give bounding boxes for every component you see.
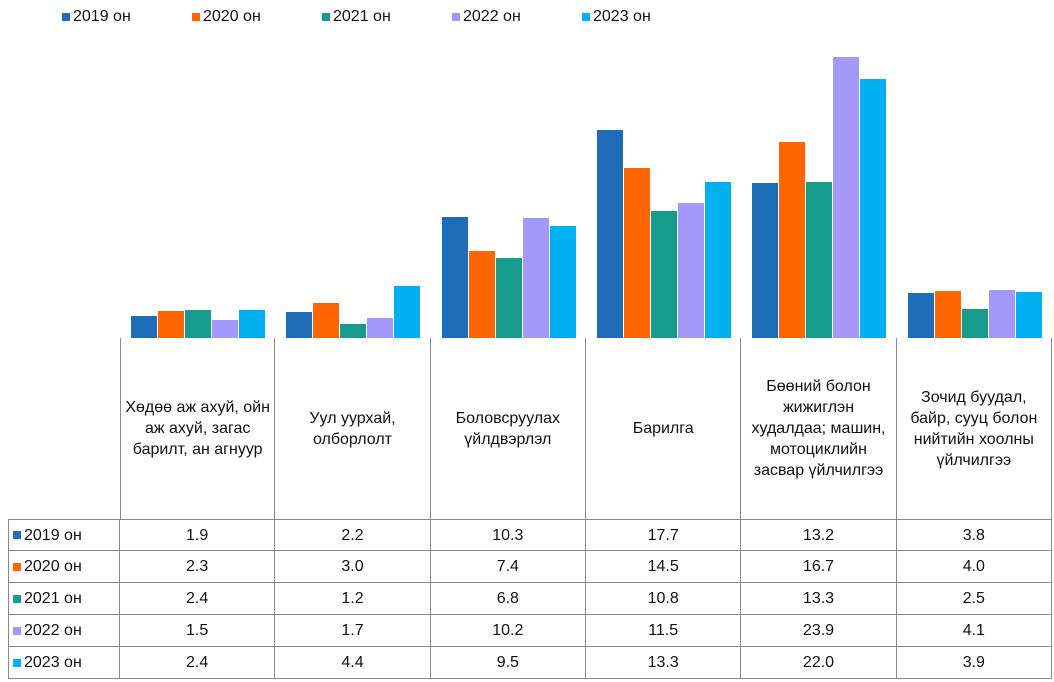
legend-label: 2022 он: [24, 622, 82, 639]
table-cell: 4.0: [896, 551, 1052, 583]
row-label: 2021 он: [8, 583, 120, 615]
bar: [185, 309, 211, 338]
table-cell: 13.3: [741, 583, 897, 615]
legend-label: 2020 он: [203, 8, 261, 25]
bar: [286, 312, 313, 338]
table-cell: 11.5: [586, 615, 742, 647]
table-cell: 4.1: [896, 615, 1052, 647]
legend-label: 2020 он: [24, 558, 82, 575]
table-cell: 17.7: [586, 519, 742, 551]
table-cell: 2.3: [120, 551, 276, 583]
legend-swatch: [13, 658, 21, 667]
row-label: 2020 он: [8, 551, 120, 583]
table-cell: 6.8: [430, 583, 586, 615]
bar: [495, 258, 522, 338]
category-header: Зочид буудал, байр, сууц болон нийтийн х…: [897, 338, 1052, 519]
bar: [779, 141, 806, 338]
legend-item: 2020 он: [192, 8, 261, 26]
bar: [394, 286, 421, 338]
category-header: Боловсруулах үйлдвэрлэл: [431, 338, 586, 519]
table-cell: 16.7: [741, 551, 897, 583]
table-cell: 14.5: [586, 551, 742, 583]
category-header: Бөөний болон жижиглэн худалдаа; машин, м…: [741, 338, 897, 519]
legend-swatch: [13, 531, 21, 539]
category-header: Барилга: [586, 338, 742, 519]
category-header: Уул уурхай, олборлолт: [275, 338, 431, 519]
bar: [934, 290, 961, 338]
legend-label: 2021 он: [333, 8, 391, 25]
legend-swatch: [582, 13, 590, 21]
bar: [860, 79, 887, 338]
bar: [833, 57, 860, 338]
legend-item: 2021 он: [322, 8, 391, 26]
row-label: 2022 он: [8, 615, 120, 647]
bar: [678, 202, 704, 338]
bar: [239, 309, 265, 338]
row-label: 2023 он: [8, 647, 120, 679]
legend-swatch: [13, 594, 21, 603]
table-cell: 13.2: [741, 519, 897, 551]
bar: [961, 308, 988, 338]
bar: [549, 226, 576, 338]
table-cell: 2.4: [120, 583, 276, 615]
bar: [441, 216, 468, 338]
legend-label: 2022 он: [463, 8, 521, 25]
category-header: Хөдөө аж ахуй, ойн аж ахуй, загас барилт…: [120, 338, 276, 519]
bar: [131, 315, 157, 338]
table-cell: 22.0: [741, 647, 897, 679]
legend-label: 2023 он: [24, 654, 82, 671]
legend-label: 2023 он: [593, 8, 651, 25]
legend-swatch: [192, 13, 200, 21]
legend-swatch: [452, 13, 460, 21]
bar: [367, 318, 394, 338]
table-cell: 3.9: [896, 647, 1052, 679]
bar: [907, 293, 934, 338]
table-cell: 7.4: [430, 551, 586, 583]
table-cell: 10.3: [430, 519, 586, 551]
bar: [988, 289, 1015, 338]
table-cell: 3.0: [275, 551, 431, 583]
table-cell: 1.7: [275, 615, 431, 647]
bar: [1015, 292, 1042, 338]
table-cell: 1.9: [120, 519, 276, 551]
bar: [158, 310, 184, 338]
row-label: 2019 он: [8, 519, 120, 551]
bar: [597, 129, 623, 338]
bar: [522, 218, 549, 338]
table-cell: 3.8: [896, 519, 1052, 551]
bar: [806, 181, 833, 338]
table-cell: 13.3: [586, 647, 742, 679]
legend-swatch: [322, 13, 330, 21]
legend-label: 2019 он: [24, 526, 82, 544]
table-cell: 2.4: [120, 647, 276, 679]
table-cell: 23.9: [741, 615, 897, 647]
table-cell: 9.5: [430, 647, 586, 679]
table-cell: 10.2: [430, 615, 586, 647]
legend-label: 2019 он: [73, 8, 131, 25]
table-cell: 2.5: [896, 583, 1052, 615]
legend-item: 2023 он: [582, 8, 651, 26]
bar: [752, 182, 779, 338]
bar: [651, 211, 677, 338]
legend-label: 2021 он: [24, 590, 82, 607]
bar: [468, 250, 495, 338]
bar: [705, 181, 731, 338]
table-cell: 1.5: [120, 615, 276, 647]
legend-swatch: [62, 13, 70, 21]
table-cell: 4.4: [275, 647, 431, 679]
bar: [212, 320, 238, 338]
legend-item: 2022 он: [452, 8, 521, 26]
legend-swatch: [13, 562, 21, 571]
bar: [340, 323, 367, 338]
table-cell: 1.2: [275, 583, 431, 615]
bar: [313, 302, 340, 338]
legend-swatch: [13, 626, 21, 635]
table-cell: 10.8: [586, 583, 742, 615]
legend-item: 2019 он: [62, 8, 131, 26]
bar: [624, 167, 650, 338]
table-cell: 2.2: [275, 519, 431, 551]
